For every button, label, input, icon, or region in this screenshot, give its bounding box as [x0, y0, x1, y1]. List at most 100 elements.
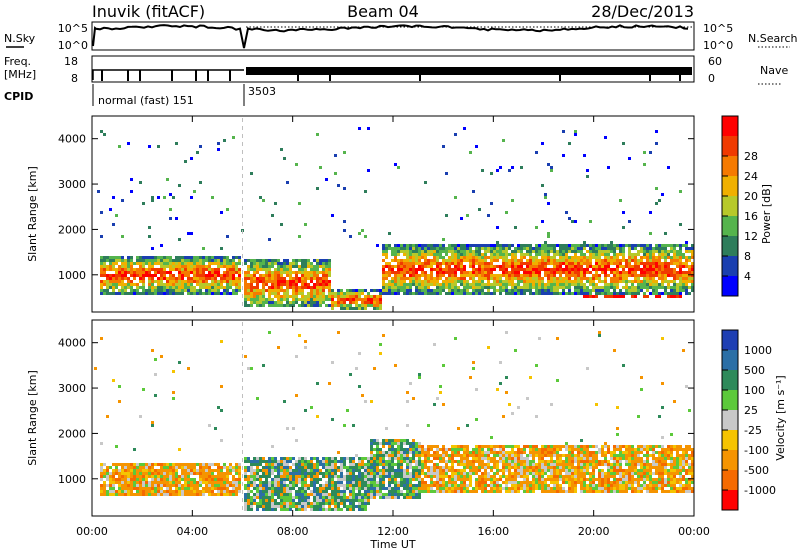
heatmap-cell [619, 244, 622, 247]
heatmap-cell [520, 466, 523, 469]
heatmap-cell [391, 463, 394, 466]
heatmap-cell [310, 508, 313, 511]
heatmap-cell [298, 463, 301, 466]
heatmap-cell [283, 472, 286, 475]
heatmap-cell [556, 337, 559, 340]
heatmap-cell [202, 265, 205, 268]
heatmap-cell [487, 454, 490, 457]
heatmap-cell [304, 460, 307, 463]
heatmap-cell [667, 166, 670, 169]
heatmap-cell [544, 466, 547, 469]
heatmap-cell [292, 469, 295, 472]
heatmap-cell [403, 448, 406, 451]
heatmap-cell [475, 487, 478, 490]
heatmap-cell [514, 247, 517, 250]
heatmap-cell [304, 508, 307, 511]
heatmap-cell [208, 490, 211, 493]
heatmap-cell [214, 463, 217, 466]
heatmap-cell [691, 268, 694, 271]
heatmap-cell [328, 502, 331, 505]
heatmap-cell [217, 487, 220, 490]
heatmap-cell [544, 256, 547, 259]
heatmap-cell [541, 253, 544, 256]
heatmap-cell [385, 262, 388, 265]
heatmap-cell [310, 505, 313, 508]
heatmap-cell [685, 283, 688, 286]
heatmap-cell [289, 280, 292, 283]
heatmap-cell [649, 292, 652, 295]
heatmap-cell [502, 463, 505, 466]
heatmap-cell [508, 451, 511, 454]
heatmap-cell [490, 262, 493, 265]
heatmap-cell [502, 268, 505, 271]
heatmap-cell [553, 490, 556, 493]
heatmap-cell [424, 460, 427, 463]
heatmap-cell [190, 292, 193, 295]
heatmap-cell [313, 487, 316, 490]
heatmap-cell [286, 268, 289, 271]
heatmap-cell [535, 484, 538, 487]
heatmap-cell [544, 289, 547, 292]
heatmap-cell [532, 280, 535, 283]
heatmap-cell [187, 487, 190, 490]
heatmap-cell [166, 481, 169, 484]
heatmap-cell [301, 280, 304, 283]
heatmap-cell [361, 508, 364, 511]
heatmap-cell [112, 265, 115, 268]
heatmap-cell [640, 286, 643, 289]
heatmap-cell [343, 298, 346, 301]
heatmap-cell [103, 463, 106, 466]
heatmap-cell [289, 487, 292, 490]
heatmap-cell [535, 466, 538, 469]
heatmap-cell [256, 259, 259, 262]
heatmap-cell [670, 280, 673, 283]
heatmap-cell [418, 376, 421, 379]
heatmap-cell [118, 478, 121, 481]
heatmap-cell [313, 481, 316, 484]
heatmap-cell [634, 286, 637, 289]
heatmap-cell [544, 448, 547, 451]
heatmap-cell [520, 451, 523, 454]
heatmap-cell [658, 292, 661, 295]
heatmap-cell [529, 262, 532, 265]
heatmap-cell [220, 466, 223, 469]
heatmap-cell [337, 469, 340, 472]
heatmap-cell [262, 295, 265, 298]
heatmap-cell [538, 265, 541, 268]
heatmap-cell [544, 469, 547, 472]
heatmap-cell [463, 268, 466, 271]
heatmap-cell [187, 490, 190, 493]
heatmap-cell [562, 271, 565, 274]
heatmap-cell [358, 127, 361, 130]
heatmap-cell [577, 250, 580, 253]
heatmap-cell [271, 481, 274, 484]
heatmap-cell [238, 487, 241, 490]
heatmap-cell [634, 280, 637, 283]
heatmap-cell [535, 478, 538, 481]
heatmap-cell [229, 271, 232, 274]
heatmap-cell [391, 445, 394, 448]
heatmap-cell [253, 484, 256, 487]
heatmap-cell [301, 493, 304, 496]
heatmap-cell [481, 481, 484, 484]
heatmap-cell [427, 286, 430, 289]
heatmap-cell [307, 262, 310, 265]
heatmap-cell [307, 286, 310, 289]
heatmap-cell [634, 289, 637, 292]
heatmap-cell [421, 280, 424, 283]
heatmap-cell [532, 478, 535, 481]
heatmap-cell [499, 469, 502, 472]
heatmap-cell [157, 256, 160, 259]
heatmap-cell [523, 463, 526, 466]
heatmap-cell [142, 463, 145, 466]
heatmap-cell [649, 253, 652, 256]
heatmap-cell [439, 256, 442, 259]
heatmap-cell [262, 289, 265, 292]
heatmap-cell [631, 274, 634, 277]
heatmap-cell [472, 367, 475, 370]
heatmap-cell [268, 304, 271, 307]
heatmap-cell [250, 262, 253, 265]
heatmap-cell [319, 301, 322, 304]
heatmap-cell [301, 499, 304, 502]
heatmap-cell [121, 277, 124, 280]
